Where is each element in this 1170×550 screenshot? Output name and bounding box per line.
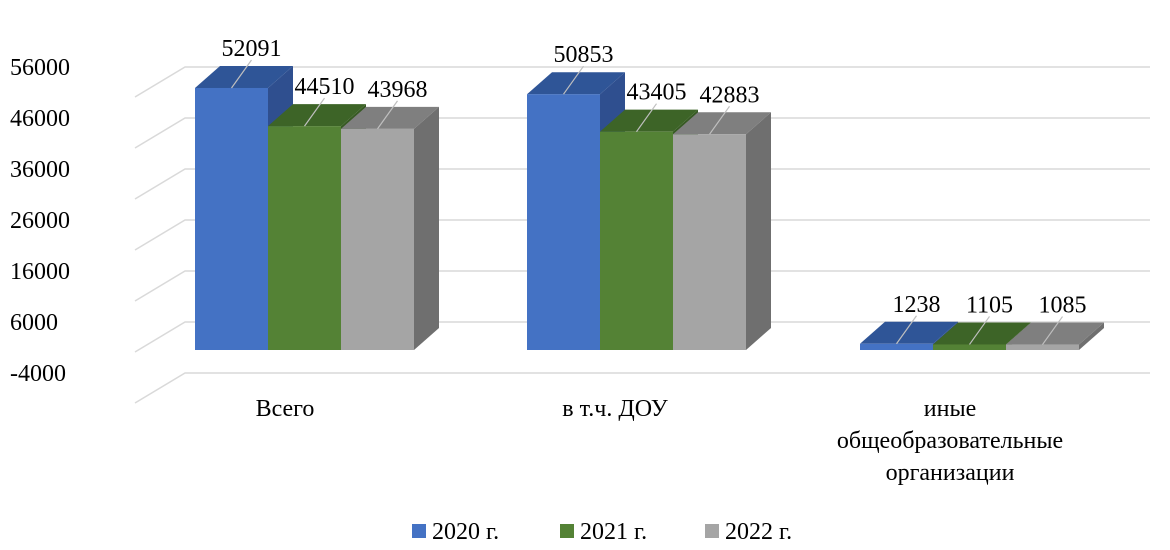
legend-swatch <box>560 524 574 538</box>
bar-side <box>746 112 771 350</box>
legend-swatch <box>412 524 426 538</box>
data-label-leader <box>563 65 584 95</box>
bar-side <box>414 106 439 350</box>
gridline <box>134 219 1150 251</box>
legend-item: 2021 г. <box>560 519 647 545</box>
data-label: 52091 <box>222 36 282 62</box>
bar-front <box>600 131 673 350</box>
gridline <box>134 168 1150 200</box>
bar-front <box>527 94 600 350</box>
data-label: 1238 <box>893 292 941 318</box>
y-tick-label: 16000 <box>10 259 70 285</box>
y-tick-label: -4000 <box>10 361 66 387</box>
legend-label: 2020 г. <box>432 519 499 545</box>
bar-top <box>673 112 771 135</box>
data-label: 50853 <box>554 42 614 68</box>
legend-swatch <box>705 524 719 538</box>
legend-label: 2021 г. <box>580 519 647 545</box>
category-label: Всего <box>256 396 315 422</box>
category-label: иные общеобразовательные организации <box>837 396 1063 486</box>
bar <box>341 106 439 350</box>
bar-front <box>860 343 933 350</box>
data-label-leader <box>231 59 252 89</box>
legend-label: 2022 г. <box>725 519 792 545</box>
bar <box>1006 322 1104 350</box>
y-tick-label: 26000 <box>10 208 70 234</box>
bar-top <box>600 109 698 132</box>
data-label-leader <box>969 316 990 345</box>
data-label: 1105 <box>966 292 1013 318</box>
data-label-leader <box>304 97 325 127</box>
y-tick-label: 6000 <box>10 310 58 336</box>
data-label-leader <box>636 103 657 133</box>
y-tick-label: 36000 <box>10 157 70 183</box>
legend: 2020 г. 2021 г. 2022 г. <box>412 519 792 545</box>
data-label-leader <box>896 315 917 345</box>
gridlines <box>134 66 1150 404</box>
bar-front <box>1006 344 1079 350</box>
y-tick-label: 46000 <box>10 106 70 132</box>
data-label: 42883 <box>700 82 760 108</box>
legend-item: 2022 г. <box>705 519 792 545</box>
bar-top <box>268 104 366 127</box>
bar-front <box>933 344 1006 350</box>
bar-top <box>1006 322 1104 345</box>
data-labels: 52091 44510 43968 50853 43405 42883 1238 1105 10… <box>222 36 1087 319</box>
bar-top <box>933 322 1031 345</box>
bars <box>195 65 1104 350</box>
bar-top <box>341 106 439 129</box>
bar-front <box>195 87 268 350</box>
y-axis-ticks: -4000 6000 16000 26000 36000 46000 56000 <box>10 55 70 387</box>
gridline <box>134 66 1150 98</box>
gridline <box>134 270 1150 302</box>
gridline <box>134 117 1150 149</box>
data-label: 43405 <box>627 80 687 106</box>
gridline <box>134 321 1150 353</box>
data-label-leader <box>709 105 730 135</box>
data-label-leaders <box>231 59 1063 345</box>
data-label-leader <box>377 100 398 130</box>
category-label: в т.ч. ДОУ <box>562 396 667 422</box>
y-tick-label: 56000 <box>10 55 70 81</box>
bar-top <box>527 72 625 95</box>
bar <box>673 112 771 350</box>
data-label: 43968 <box>368 77 428 103</box>
gridline <box>134 372 1150 404</box>
bar-front <box>341 128 414 350</box>
bar-top <box>195 65 293 88</box>
bar-front <box>268 126 341 350</box>
bar-side <box>1079 322 1104 350</box>
data-label-leader <box>1042 316 1063 345</box>
bar-top <box>860 321 958 344</box>
data-label: 44510 <box>295 74 355 100</box>
data-label: 1085 <box>1039 293 1087 319</box>
bar-front <box>673 134 746 350</box>
x-axis-categories: Всего в т.ч. ДОУ иные общеобразовательные ор… <box>256 396 1064 486</box>
legend-item: 2020 г. <box>412 519 499 545</box>
